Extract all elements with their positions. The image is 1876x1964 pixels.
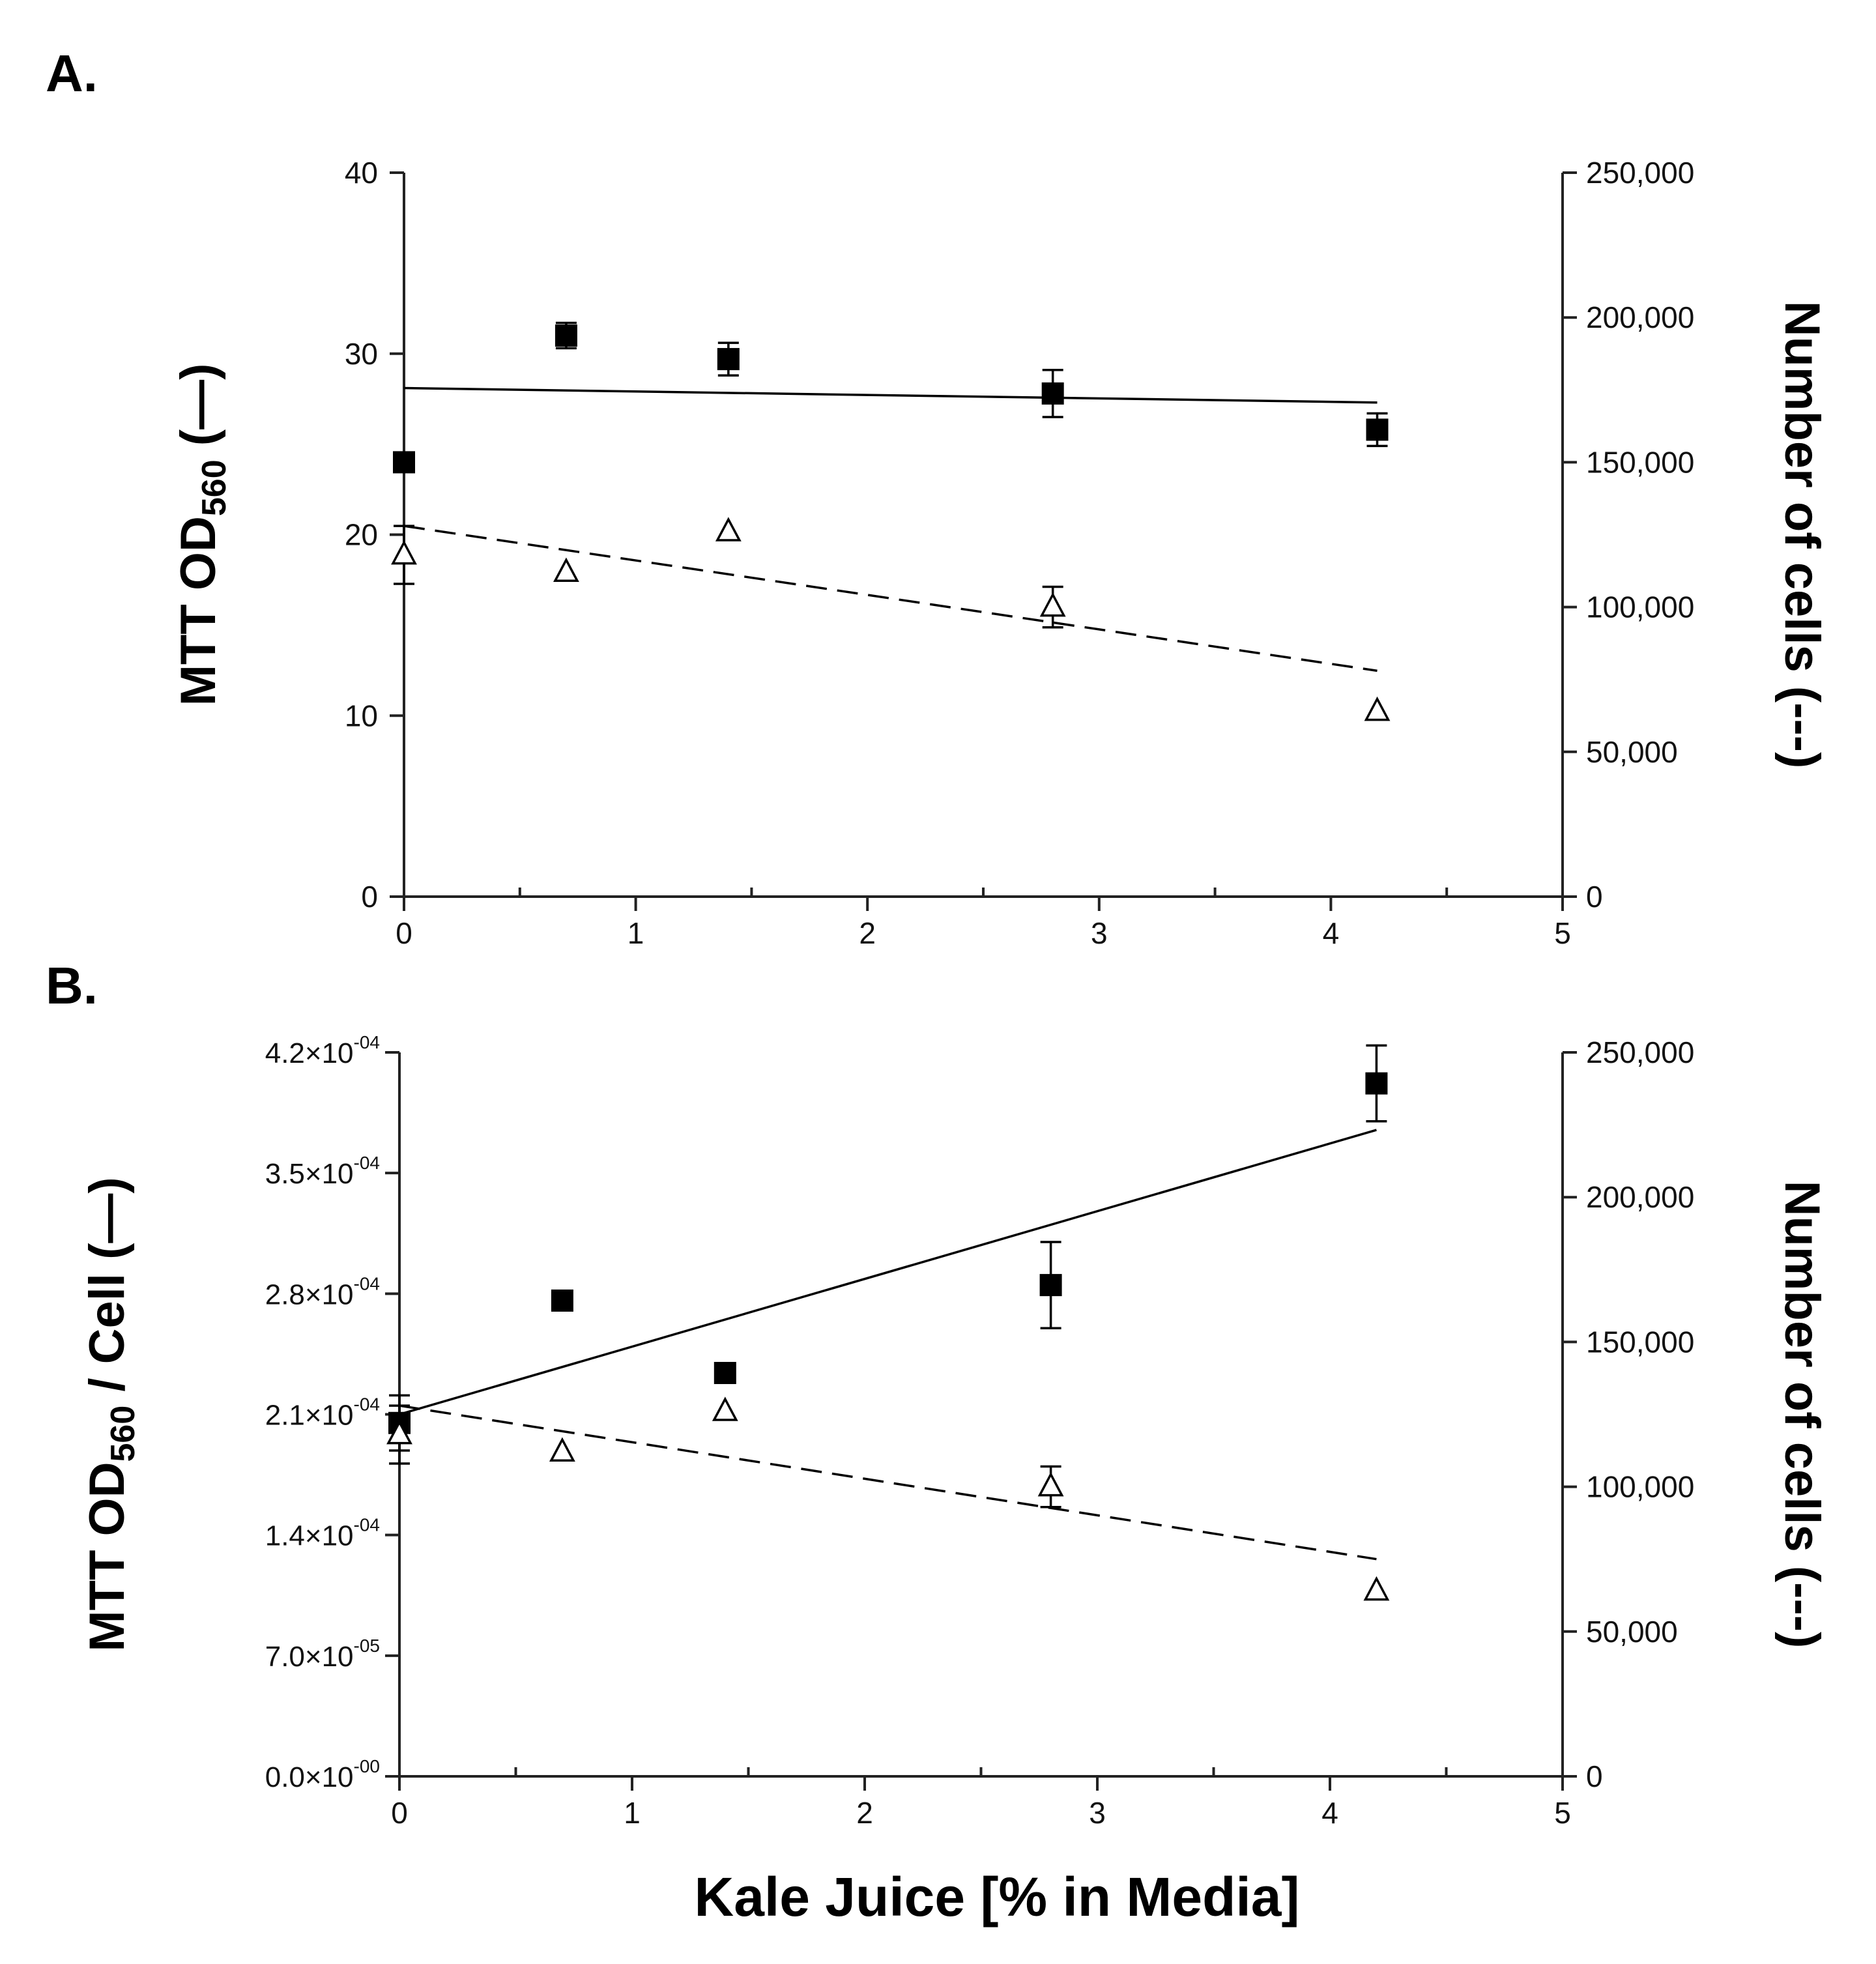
tick-exponent: -04 xyxy=(354,1032,380,1052)
data-point-triangle xyxy=(1364,696,1391,721)
data-point-square xyxy=(1039,1274,1062,1297)
y-left-axis-title: MTT OD560 / Cell (—) xyxy=(79,1177,142,1652)
tick-mantissa: 1.4×10 xyxy=(265,1520,354,1552)
series-squares xyxy=(388,1044,1388,1452)
tick-exponent: -00 xyxy=(354,1756,380,1776)
tick-mantissa: 3.5×10 xyxy=(265,1158,354,1190)
data-point-triangle xyxy=(1363,1576,1390,1601)
tick-exponent: -04 xyxy=(354,1273,380,1293)
y-right-tick-label: 250,000 xyxy=(1586,1035,1694,1069)
x-tick-label: 4 xyxy=(1323,916,1340,950)
series-triangles xyxy=(391,517,1391,721)
y-right-axis-title: Number of cells (---) xyxy=(1774,301,1830,769)
y-left-title-suffix: / Cell (—) xyxy=(79,1177,135,1405)
data-point-square xyxy=(551,1289,573,1312)
panel-b: B.0 1 2 3 4 50.0×10-007.0×10-051.4×10-042.1×1… xyxy=(46,957,1830,1830)
data-point-triangle xyxy=(1037,1471,1064,1497)
y-right-tick-label: 50,000 xyxy=(1586,735,1678,769)
tick-exponent: -05 xyxy=(354,1636,380,1656)
y-left-title-suffix: (—) xyxy=(171,364,226,460)
x-tick-label: 2 xyxy=(859,916,876,950)
y-left-tick-label: 10 xyxy=(345,699,378,732)
x-tick-label: 3 xyxy=(1091,916,1108,950)
panel-label: A. xyxy=(46,44,98,102)
y-right-tick-label: 0 xyxy=(1586,1759,1603,1793)
y-right-axis-title: Number of cells (---) xyxy=(1774,1181,1830,1649)
y-left-tick-label: 0.0×10-00 xyxy=(265,1756,380,1793)
y-left-tick-label: 0 xyxy=(361,880,378,914)
x-tick-label: 5 xyxy=(1554,916,1571,950)
y-right-tick-label: 100,000 xyxy=(1586,1470,1694,1504)
data-point-square xyxy=(1365,1072,1388,1095)
data-point-triangle xyxy=(386,1419,412,1445)
fit-line-solid xyxy=(399,1129,1377,1416)
data-point-square xyxy=(717,348,740,371)
y-left-tick-label: 2.1×10-04 xyxy=(265,1394,380,1432)
x-tick-label: 2 xyxy=(856,1796,873,1830)
y-right-tick-label: 150,000 xyxy=(1586,1325,1694,1359)
tick-exponent: -04 xyxy=(354,1153,380,1173)
y-right-tick-label: 50,000 xyxy=(1586,1615,1678,1649)
series-squares xyxy=(393,321,1389,474)
data-point-triangle xyxy=(553,557,579,583)
y-left-tick-label: 20 xyxy=(345,518,378,552)
y-right-tick-label: 200,000 xyxy=(1586,300,1694,334)
x-axis-title: Kale Juice [% in Media] xyxy=(695,1866,1300,1928)
x-tick-label: 4 xyxy=(1321,1796,1338,1830)
y-left-tick-label: 1.4×10-04 xyxy=(265,1515,380,1552)
y-left-title-main: MTT OD xyxy=(171,516,226,706)
y-left-tick-label: 3.5×10-04 xyxy=(265,1153,380,1190)
tick-mantissa: 4.2×10 xyxy=(265,1037,354,1069)
tick-mantissa: 2.8×10 xyxy=(265,1278,354,1310)
x-tick-label: 1 xyxy=(624,1796,641,1830)
panel-a: A.0 1 2 3 4 5010203040050,000100,000150,00020… xyxy=(46,44,1830,950)
y-right-tick-label: 200,000 xyxy=(1586,1180,1694,1214)
tick-mantissa: 0.0×10 xyxy=(265,1761,354,1793)
data-point-triangle xyxy=(715,517,742,542)
y-right-tick-label: 0 xyxy=(1586,880,1603,914)
fit-line-dashed xyxy=(403,525,1378,672)
fit-line-dashed xyxy=(399,1404,1377,1561)
tick-exponent: -04 xyxy=(354,1515,380,1535)
data-point-triangle xyxy=(549,1437,575,1462)
y-left-axis-title: MTT OD560 (—) xyxy=(171,364,233,706)
data-point-square xyxy=(714,1362,736,1385)
x-tick-label: 3 xyxy=(1089,1796,1106,1830)
x-tick-label: 5 xyxy=(1554,1796,1571,1830)
x-tick-label: 0 xyxy=(396,916,412,950)
tick-mantissa: 7.0×10 xyxy=(265,1641,354,1673)
y-right-tick-label: 100,000 xyxy=(1586,590,1694,624)
tick-exponent: -04 xyxy=(354,1394,380,1415)
y-left-title-main: MTT OD xyxy=(79,1462,135,1651)
y-left-tick-label: 7.0×10-05 xyxy=(265,1636,380,1673)
data-point-square xyxy=(1366,418,1389,441)
panel-label: B. xyxy=(46,957,98,1015)
series-triangles xyxy=(386,1396,1390,1601)
data-point-square xyxy=(393,451,415,474)
data-point-triangle xyxy=(712,1396,738,1421)
data-point-square xyxy=(1041,382,1064,405)
fit-line-solid xyxy=(403,386,1378,404)
y-left-tick-label: 40 xyxy=(345,156,378,190)
y-left-tick-label: 4.2×10-04 xyxy=(265,1032,380,1069)
tick-mantissa: 2.1×10 xyxy=(265,1400,354,1432)
data-point-square xyxy=(555,324,577,347)
y-left-title-sub: 560 xyxy=(195,459,233,516)
x-tick-label: 0 xyxy=(391,1796,408,1830)
y-left-tick-label: 2.8×10-04 xyxy=(265,1273,380,1310)
data-point-triangle xyxy=(1039,592,1066,617)
y-left-tick-label: 30 xyxy=(345,337,378,371)
x-tick-label: 1 xyxy=(628,916,644,950)
y-right-tick-label: 250,000 xyxy=(1586,156,1694,190)
y-right-tick-label: 150,000 xyxy=(1586,445,1694,479)
y-left-title-sub: 560 xyxy=(104,1406,142,1462)
data-point-triangle xyxy=(391,540,417,565)
